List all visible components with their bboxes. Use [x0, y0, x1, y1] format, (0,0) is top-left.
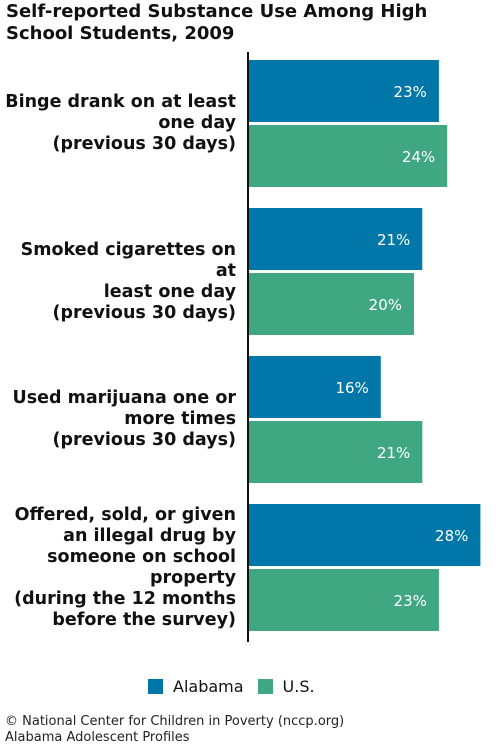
- category-label-line: Used marijuana one or: [12, 388, 236, 408]
- legend-swatch-alabama: [148, 679, 163, 694]
- category-label-line: before the survey): [52, 609, 236, 630]
- data-label-alabama-2: 16%: [335, 379, 368, 397]
- category-label-line: (during the 12 months: [14, 588, 236, 609]
- footer-copyright: © National Center for Children in Povert…: [5, 714, 345, 729]
- bar-us-1: [248, 273, 414, 335]
- data-label-us-0: 24%: [402, 148, 435, 166]
- data-label-alabama-3: 28%: [435, 527, 468, 545]
- category-label-line: an illegal drug by: [63, 525, 236, 546]
- category-label-line: more times: [124, 409, 236, 429]
- category-label-0: Binge drank on at least one day (previous …: [0, 92, 236, 155]
- bar-us-0: [248, 125, 448, 187]
- category-label-line: Smoked cigarettes on at: [20, 240, 236, 281]
- bar-us-2: [248, 421, 423, 483]
- legend-label-alabama: Alabama: [173, 677, 244, 696]
- category-label-1: Smoked cigarettes on at least one day (pre…: [0, 240, 236, 324]
- category-label-line: Offered, sold, or given: [14, 504, 236, 525]
- data-label-us-2: 21%: [377, 444, 410, 462]
- data-label-alabama-1: 21%: [377, 231, 410, 249]
- legend-label-us: U.S.: [282, 677, 315, 696]
- legend-swatch-us: [257, 679, 273, 694]
- bar-us-3: [248, 569, 439, 631]
- data-label-us-1: 20%: [369, 296, 402, 314]
- category-label-2: Used marijuana one or more times (previous…: [0, 388, 236, 451]
- category-label-line: property: [150, 567, 236, 588]
- footer: © National Center for Children in Povert…: [5, 714, 344, 746]
- category-label-line: (previous 30 days): [52, 134, 237, 154]
- category-label-line: one day: [158, 113, 236, 133]
- legend: Alabama U.S.: [148, 677, 321, 696]
- category-label-line: someone on school: [47, 546, 236, 567]
- bar-chart: 23% 24% 21% 20% 16% 21% 28% 23%: [247, 52, 481, 642]
- bar-alabama-3: [248, 504, 481, 566]
- data-label-alabama-0: 23%: [394, 83, 427, 101]
- category-label-3: Offered, sold, or given an illegal drug b…: [0, 505, 236, 631]
- footer-source: Alabama Adolescent Profiles: [5, 730, 190, 745]
- category-label-line: (previous 30 days): [52, 430, 237, 450]
- bar-alabama-1: [248, 208, 423, 270]
- legend-item-us: U.S.: [257, 677, 315, 696]
- legend-item-alabama: Alabama: [148, 677, 244, 696]
- bar-alabama-0: [248, 60, 439, 122]
- category-label-line: (previous 30 days): [52, 303, 237, 323]
- category-label-line: Binge drank on at least: [5, 92, 236, 112]
- category-label-line: least one day: [103, 282, 236, 302]
- bar-alabama-2: [248, 356, 381, 418]
- chart-title: Self-reported Substance Use Among High S…: [6, 1, 428, 44]
- data-label-us-3: 23%: [394, 592, 427, 610]
